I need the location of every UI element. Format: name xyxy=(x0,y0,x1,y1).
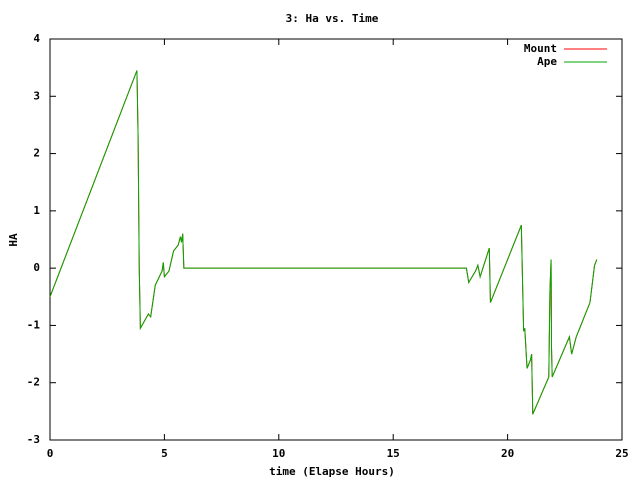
y-axis-label: HA xyxy=(7,233,20,247)
data-line xyxy=(49,70,598,415)
chart-title: 3: Ha vs. Time xyxy=(286,12,379,25)
legend-label: Ape xyxy=(537,55,557,68)
y-tick-label: -3 xyxy=(27,433,40,446)
x-tick-label: 10 xyxy=(272,447,285,460)
x-tick-label: 0 xyxy=(47,447,54,460)
plot-frame xyxy=(49,38,623,441)
x-tick-label: 5 xyxy=(161,447,168,460)
y-tick-label: 4 xyxy=(33,32,40,45)
x-tick-label: 25 xyxy=(615,447,628,460)
legend-label: Mount xyxy=(524,42,557,55)
y-tick-label: 1 xyxy=(33,204,40,217)
y-tick-label: 2 xyxy=(33,147,40,160)
y-tick-label: -2 xyxy=(27,376,40,389)
y-tick-label: 3 xyxy=(33,89,40,102)
x-axis-label: time (Elapse Hours) xyxy=(269,465,395,478)
y-tick-label: 0 xyxy=(33,261,40,274)
y-tick-label: -1 xyxy=(27,318,41,331)
x-tick-label: 20 xyxy=(501,447,514,460)
x-tick-label: 15 xyxy=(387,447,400,460)
